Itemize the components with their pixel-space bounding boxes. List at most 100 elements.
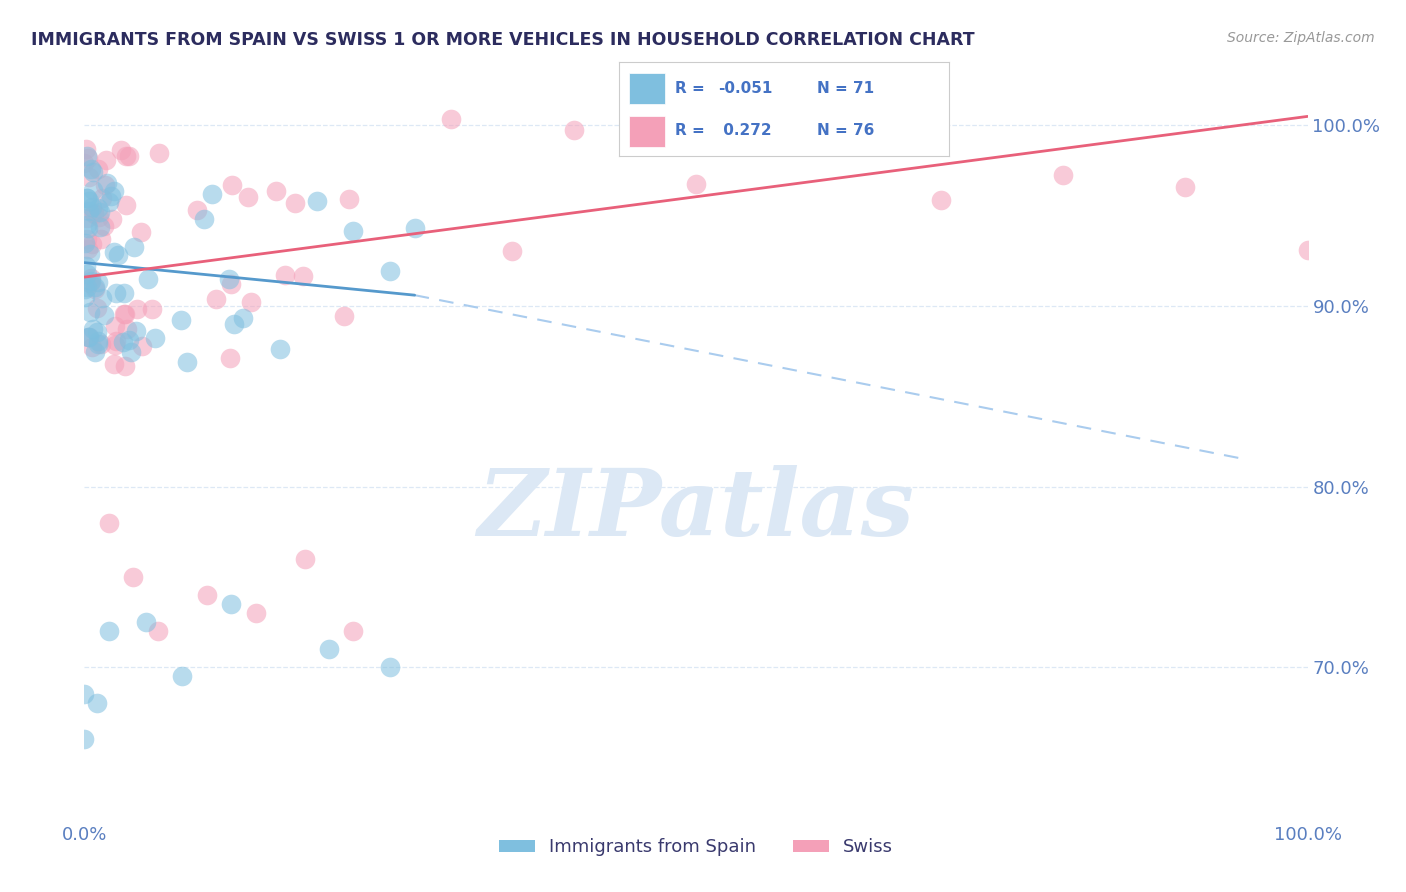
Point [93,308,115,322]
Point [90,232,112,246]
Point [380,264,402,278]
Point [82,322,104,336]
Point [79,276,101,290]
Point [219,351,242,366]
Point [136,272,159,286]
Point [84,280,107,294]
Point [337,192,360,206]
Point [222,317,245,331]
Point [89,220,111,235]
Point [193,212,215,227]
Point [112,285,135,300]
Point [83,281,105,295]
Point [129,226,152,240]
Point [79,330,101,344]
Point [77,329,100,343]
Point [117,333,139,347]
Text: ZIPatlas: ZIPatlas [478,465,914,555]
Point [195,588,218,602]
Point [291,269,314,284]
Text: R =: R = [675,123,710,138]
Point [318,642,340,657]
Point [380,660,402,674]
Point [87,275,110,289]
Point [107,248,129,262]
Point [82,183,104,197]
Point [236,190,259,204]
Point [104,286,127,301]
Point [221,178,243,192]
Point [79,204,101,219]
Point [186,202,208,217]
Point [73,687,96,701]
Point [80,274,103,288]
Point [97,516,120,530]
Point [73,283,96,297]
Point [120,345,142,359]
Point [114,307,136,321]
Point [76,191,98,205]
Point [1174,180,1197,194]
Point [219,277,242,291]
Point [135,615,157,629]
Bar [628,116,665,147]
Point [84,344,107,359]
Point [73,732,96,747]
Point [97,624,120,638]
Point [104,338,127,352]
Point [76,280,98,294]
Point [929,193,952,207]
Point [114,359,136,373]
Point [118,149,141,163]
Point [232,310,254,325]
Point [146,624,169,638]
Point [75,260,97,274]
Point [103,244,125,259]
Point [91,191,114,205]
Point [170,313,193,327]
Point [103,357,125,371]
Point [131,339,153,353]
Point [172,669,194,683]
Text: 0.272: 0.272 [718,123,772,138]
Point [342,624,364,638]
Point [83,207,105,221]
Point [122,570,145,584]
Point [685,178,707,192]
Point [103,319,125,334]
Point [96,153,118,167]
Point [76,220,98,235]
Point [80,162,103,177]
Point [73,236,96,251]
Point [98,194,121,209]
Point [284,196,307,211]
Text: IMMIGRANTS FROM SPAIN VS SWISS 1 OR MORE VEHICLES IN HOUSEHOLD CORRELATION CHART: IMMIGRANTS FROM SPAIN VS SWISS 1 OR MORE… [31,31,974,49]
Point [1052,168,1074,182]
Point [87,210,110,224]
Bar [628,73,665,103]
Point [807,131,830,145]
Point [239,294,262,309]
Text: R =: R = [675,80,710,95]
Point [110,143,132,157]
Point [76,151,98,165]
Point [80,237,103,252]
Point [333,309,356,323]
Point [104,334,127,348]
Point [80,340,103,354]
Point [82,201,104,215]
Point [125,324,148,338]
Point [115,197,138,211]
Point [115,149,138,163]
Point [100,188,122,202]
Legend: Immigrants from Spain, Swiss: Immigrants from Spain, Swiss [492,831,900,863]
Point [86,696,108,710]
Point [77,242,100,256]
Point [79,305,101,319]
Point [101,211,124,226]
Point [76,218,98,232]
Point [294,551,316,566]
Point [76,148,98,162]
Point [274,268,297,282]
Point [404,220,426,235]
